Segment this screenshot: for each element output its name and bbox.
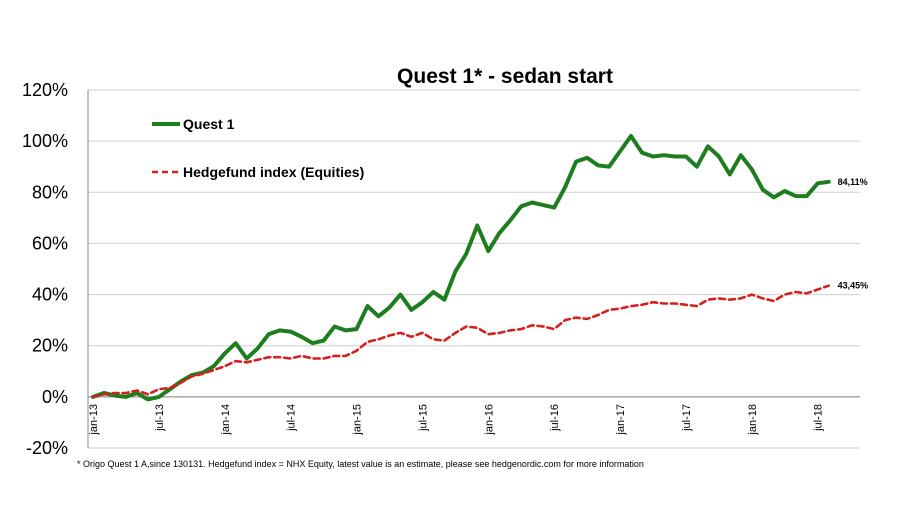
footnote: * Origo Quest 1 A,since 130131. Hedgefun… <box>77 459 644 469</box>
y-tick-label: -20% <box>26 438 68 458</box>
y-tick-label: 0% <box>42 387 68 407</box>
y-tick-label: 60% <box>32 233 68 253</box>
x-tick-label: jul-13 <box>154 404 166 432</box>
series-lines <box>91 134 831 402</box>
x-tick-label: jan-13 <box>88 404 100 436</box>
x-tick-label: jul-17 <box>681 404 693 432</box>
gridlines <box>88 89 860 449</box>
chart-title: Quest 1* - sedan start <box>397 65 613 88</box>
y-tick-label: 120% <box>22 80 68 100</box>
y-tick-label: 40% <box>32 285 68 305</box>
y-tick-labels: -20% 0% 20% 40% 60% 80% 100% 120% <box>22 80 68 458</box>
x-tick-label: jul-16 <box>549 404 561 432</box>
y-tick-label: 20% <box>32 336 68 356</box>
y-tick-label: 80% <box>32 182 68 202</box>
end-label-hedgefund-index: 43,45% <box>838 281 869 291</box>
x-tick-label: jul-15 <box>417 404 429 432</box>
x-tick-label: jul-18 <box>813 404 825 432</box>
x-tick-label: jan-17 <box>615 404 627 436</box>
series-line-hedgefund-index <box>91 284 831 399</box>
end-labels: 84,11% 43,45% <box>838 177 869 291</box>
x-tick-labels: jan-13 jul-13 jan-14 jul-14 jan-15 jul-15 jan-… <box>88 404 825 436</box>
x-tick-label: jan-14 <box>220 404 232 436</box>
x-tick-label: jul-14 <box>286 404 298 432</box>
legend-label-hedgefund-index: Hedgefund index (Equities) <box>183 164 364 180</box>
x-tick-label: jan-15 <box>352 404 364 436</box>
series-line-quest-1 <box>91 134 831 402</box>
legend-label-quest-1: Quest 1 <box>183 116 235 132</box>
end-label-quest-1: 84,11% <box>838 177 868 187</box>
legend: Quest 1 Hedgefund index (Equities) <box>152 116 364 180</box>
x-tick-label: jan-18 <box>747 404 759 436</box>
y-tick-label: 100% <box>22 131 68 151</box>
x-tick-label: jan-16 <box>483 404 495 436</box>
